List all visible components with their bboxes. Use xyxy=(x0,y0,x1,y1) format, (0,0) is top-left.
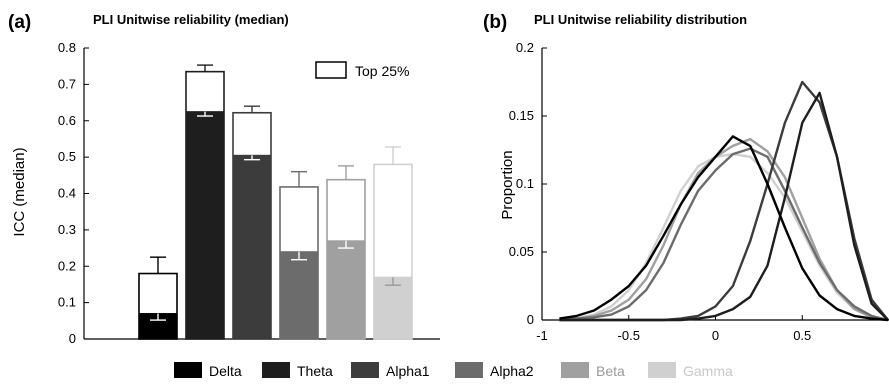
line-alpha2 xyxy=(559,147,889,322)
panel-a-y-tick-label: 0.2 xyxy=(58,258,76,273)
legend-label-gamma: Gamma xyxy=(683,363,733,379)
legend-swatch-alpha2 xyxy=(455,362,483,378)
line-delta xyxy=(559,135,889,322)
legend-label-delta: Delta xyxy=(209,363,242,379)
panel-b-y-tick-label: 0.15 xyxy=(509,108,534,123)
legend-label-theta: Theta xyxy=(297,363,333,379)
panel-b-ylabel: Proportion xyxy=(499,150,516,219)
panel-b-x-tick-label: -0.5 xyxy=(618,328,640,343)
panel-a: (a) PLI Unitwise reliability (median) IC… xyxy=(8,12,440,346)
legend-label-beta: Beta xyxy=(596,363,625,379)
legend-swatch-theta xyxy=(262,362,290,378)
line-gamma xyxy=(559,152,889,322)
panel-b-x-tick-label: 0 xyxy=(712,328,719,343)
panel-b-lines xyxy=(559,80,889,322)
legend-swatch-delta xyxy=(174,362,202,378)
panel-b-y-tick-label: 0.2 xyxy=(516,40,534,55)
panel-a-bars xyxy=(138,64,413,340)
bar-median-gamma xyxy=(373,276,413,340)
panel-a-ylabel: ICC (median) xyxy=(11,147,28,236)
panel-a-y-tick-label: 0.1 xyxy=(58,295,76,310)
panel-b-axes: 0 0.05 0.1 0.15 0.2 -1 -0.5 0 0.5 xyxy=(509,40,889,343)
panel-b-y-tick-label: 0.1 xyxy=(516,176,534,191)
top25-legend-swatch xyxy=(315,61,347,79)
line-alpha1 xyxy=(559,80,889,322)
panel-a-y-tick-label: 0.8 xyxy=(58,40,76,55)
panel-a-y-axis: 0 0.1 0.2 0.3 0.4 0.5 0.6 0.7 0.8 xyxy=(58,40,440,346)
band-legend: Delta Theta Alpha1 Alpha2 Beta Gamma xyxy=(174,362,733,379)
legend-label-alpha2: Alpha2 xyxy=(490,363,534,379)
bar-median-alpha2 xyxy=(279,251,319,340)
panel-a-y-tick-label: 0.6 xyxy=(58,113,76,128)
panel-b-y-tick-label: 0 xyxy=(527,312,534,327)
line-theta xyxy=(559,91,889,322)
panel-a-y-tick-label: 0.7 xyxy=(58,76,76,91)
legend-swatch-beta xyxy=(561,362,589,378)
panel-a-title: PLI Unitwise reliability (median) xyxy=(93,12,289,27)
bar-median-alpha1 xyxy=(232,154,272,340)
panel-a-y-tick-label: 0 xyxy=(69,331,76,346)
legend-swatch-gamma xyxy=(648,362,676,378)
legend-swatch-alpha1 xyxy=(351,362,379,378)
panel-a-legend: Top 25% xyxy=(315,61,409,79)
panel-a-y-tick-label: 0.5 xyxy=(58,149,76,164)
panel-b-x-tick-label: 0.5 xyxy=(793,328,811,343)
panel-a-letter: (a) xyxy=(8,12,31,33)
panel-a-y-tick-label: 0.4 xyxy=(58,186,76,201)
bar-median-beta xyxy=(326,240,366,340)
panel-b-x-tick-label: -1 xyxy=(536,328,548,343)
legend-label-alpha1: Alpha1 xyxy=(386,363,430,379)
panel-b-letter: (b) xyxy=(483,12,507,33)
panel-b-y-tick-label: 0.05 xyxy=(509,244,534,259)
panel-b: (b) PLI Unitwise reliability distributio… xyxy=(483,12,889,343)
panel-b-title: PLI Unitwise reliability distribution xyxy=(534,12,747,27)
top25-legend-label: Top 25% xyxy=(355,63,409,79)
panel-a-y-tick-label: 0.3 xyxy=(58,222,76,237)
bar-median-theta xyxy=(185,111,225,340)
